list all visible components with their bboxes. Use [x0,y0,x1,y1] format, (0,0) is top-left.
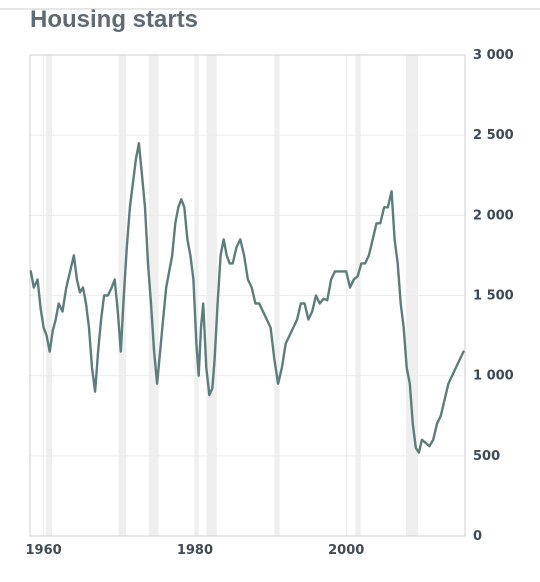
y-tick-label-3: 1 500 [473,289,514,304]
y-axis-ticks: 0 500 1 000 1 500 2 000 2 500 3 000 [473,48,514,544]
y-tick-label-1: 500 [473,449,500,464]
x-tick-label-0: 1960 [26,543,62,558]
x-tick-label-2: 2000 [328,543,364,558]
y-tick-label-5: 2 500 [473,128,514,143]
x-tick-label-1: 1980 [177,543,213,558]
y-tick-label-4: 2 000 [473,208,514,223]
series-line-housing-starts [29,142,465,454]
plot-frame [29,54,466,537]
y-tick-label-0: 0 [473,529,482,544]
x-axis-ticks: 1960 1980 2000 [26,543,365,558]
y-tick-label-2: 1 000 [473,369,514,384]
y-tick-label-6: 3 000 [473,48,514,63]
chart-title: Housing starts [30,6,199,33]
top-divider [0,8,540,10]
